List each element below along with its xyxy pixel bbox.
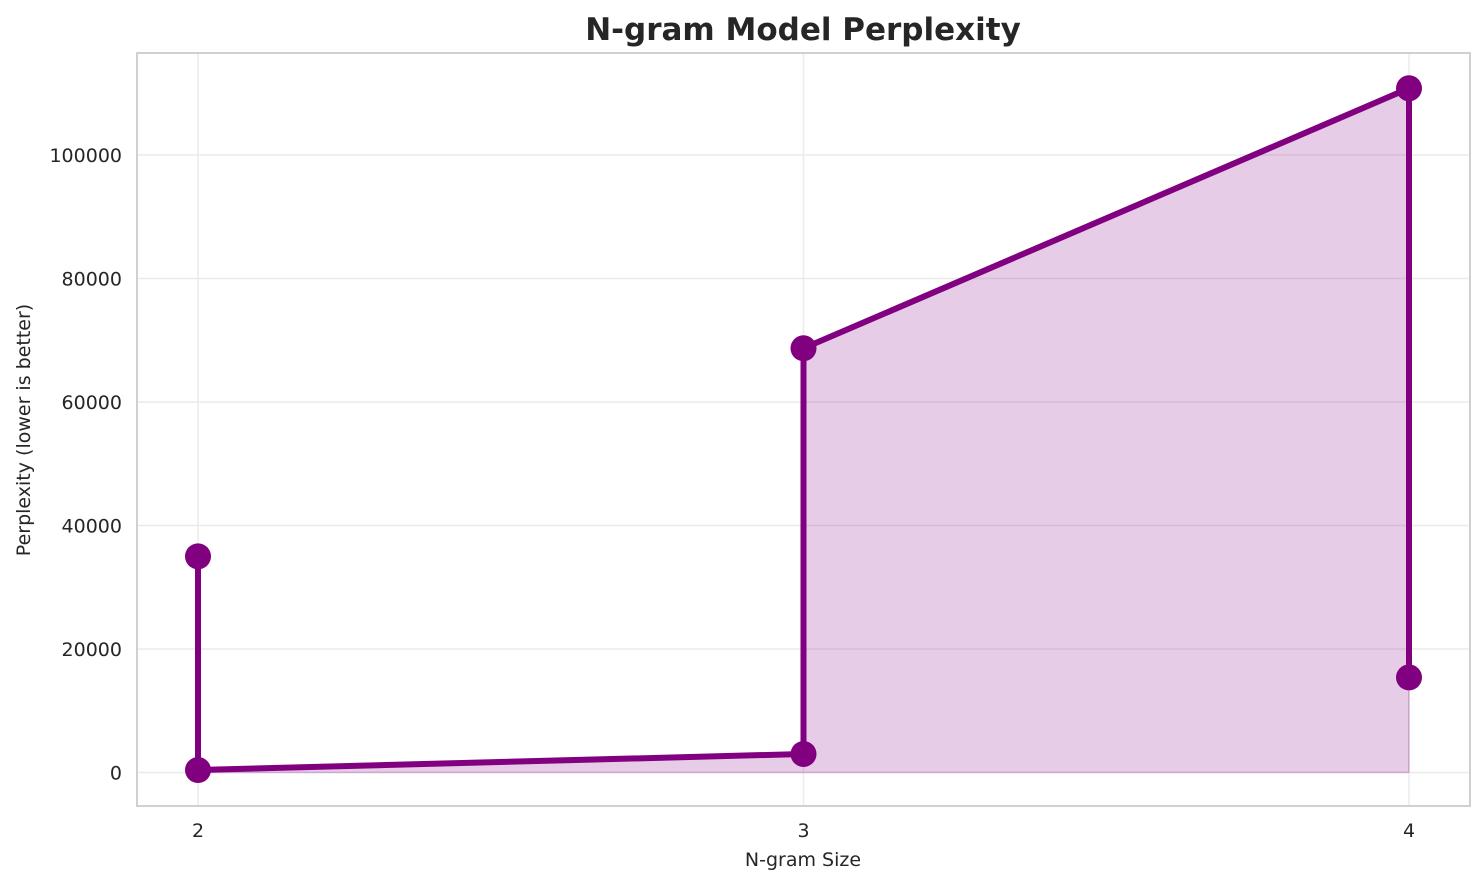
- series-polyline: [195, 85, 1412, 774]
- data-point-marker: [185, 757, 211, 784]
- x-tick-label: 2: [192, 820, 204, 842]
- data-point-marker: [1396, 75, 1422, 102]
- y-tick-label: 40000: [62, 516, 122, 538]
- data-point-marker: [1396, 664, 1422, 691]
- y-tick-label: 100000: [49, 145, 122, 167]
- data-point-marker: [790, 335, 817, 362]
- x-tick-label: 3: [797, 820, 809, 842]
- x-axis-ticks: 2 3 4: [192, 820, 1415, 842]
- y-tick-label: 60000: [62, 392, 122, 414]
- y-tick-label: 80000: [62, 269, 122, 291]
- data-point-marker: [185, 543, 211, 570]
- y-tick-label: 20000: [62, 639, 122, 661]
- x-axis-label: N-gram Size: [745, 849, 861, 871]
- y-axis-ticks: 0 20000 40000 60000 80000 100000: [49, 145, 122, 785]
- y-axis-label: Perplexity (lower is better): [13, 304, 35, 556]
- series-line: [195, 85, 1412, 774]
- y-tick-label: 0: [110, 763, 122, 785]
- data-point-marker: [790, 740, 817, 767]
- x-tick-label: 4: [1403, 820, 1415, 842]
- series-markers: [185, 75, 1422, 784]
- plot-frame: [136, 52, 1471, 807]
- chart-title: N-gram Model Perplexity: [585, 12, 1021, 48]
